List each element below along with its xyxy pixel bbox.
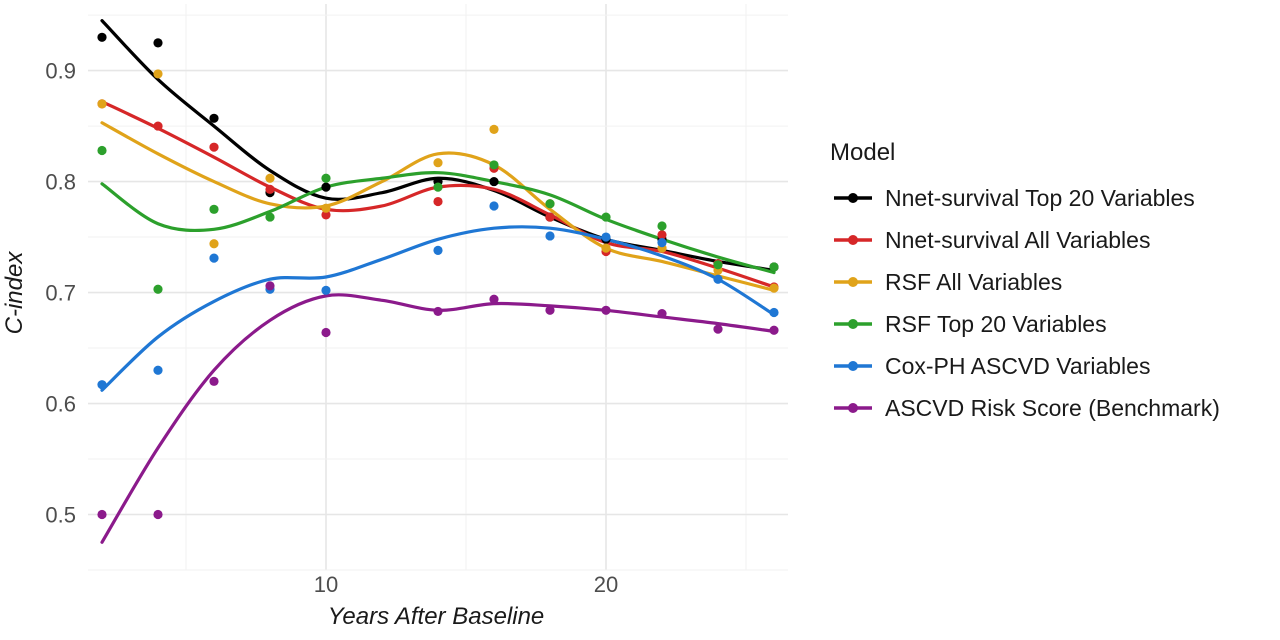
y-tick-label: 0.8: [45, 170, 76, 195]
data-point-series-5: [545, 305, 555, 315]
plot-grid: [88, 4, 788, 571]
data-point-series-5: [657, 309, 667, 319]
y-tick-label: 0.9: [45, 59, 76, 84]
legend-label: Nnet-survival All Variables: [885, 227, 1150, 253]
legend-key-point: [848, 319, 858, 329]
x-tick-label: 10: [314, 572, 338, 597]
data-point-series-3: [489, 160, 499, 170]
x-axis-ticks: 10 20: [314, 572, 618, 597]
legend-key-point: [848, 361, 858, 371]
data-point-series-5: [153, 509, 163, 520]
smooth-line-series-5: [100, 293, 776, 544]
legend-title: Model: [830, 139, 895, 166]
data-point-series-5: [265, 281, 275, 291]
data-point-series-1: [321, 210, 331, 220]
data-point-series-4: [489, 201, 499, 211]
data-point-series-1: [153, 121, 163, 131]
y-tick-label: 0.5: [45, 503, 76, 528]
data-point-series-4: [321, 285, 331, 295]
data-point-series-4: [713, 274, 723, 284]
data-point-series-3: [769, 262, 779, 272]
data-point-series-1: [209, 142, 219, 152]
legend-label: RSF Top 20 Variables: [885, 311, 1107, 337]
legend-key-point: [848, 403, 858, 413]
data-point-series-3: [545, 199, 555, 209]
legend: Model Nnet-survival Top 20 Variables Nnet…: [830, 139, 1220, 421]
x-tick-label: 20: [594, 572, 618, 597]
data-point-series-3: [153, 284, 163, 294]
data-point-series-4: [601, 232, 611, 242]
data-point-series-2: [209, 239, 219, 249]
data-point-series-0: [489, 176, 499, 187]
y-axis-ticks: 0.5 0.6 0.7 0.8 0.9: [45, 59, 76, 528]
legend-item: Nnet-survival All Variables: [834, 227, 1150, 253]
data-point-series-3: [265, 212, 275, 222]
data-point-series-4: [657, 238, 667, 248]
data-point-series-2: [153, 69, 163, 79]
data-point-series-4: [433, 245, 443, 255]
smooth-line-series-4: [100, 225, 776, 392]
legend-item: RSF Top 20 Variables: [834, 311, 1107, 337]
data-point-series-3: [321, 173, 331, 183]
data-point-series-2: [97, 99, 107, 109]
data-point-series-5: [601, 305, 611, 315]
data-point-series-2: [769, 283, 779, 293]
data-point-series-3: [97, 145, 107, 156]
data-point-series-4: [209, 253, 219, 263]
data-point-series-3: [601, 212, 611, 222]
data-point-series-5: [713, 324, 723, 334]
data-point-series-4: [153, 365, 163, 375]
data-point-series-2: [321, 203, 331, 213]
legend-key-point: [848, 277, 858, 287]
data-point-series-2: [433, 158, 443, 168]
legend-label: Cox-PH ASCVD Variables: [885, 353, 1150, 379]
data-point-series-0: [153, 38, 163, 48]
legend-label: ASCVD Risk Score (Benchmark): [885, 395, 1220, 421]
data-point-series-1: [657, 230, 667, 240]
data-point-series-4: [97, 380, 107, 390]
data-point-series-0: [321, 182, 331, 192]
legend-key-point: [848, 235, 858, 245]
data-point-series-2: [489, 124, 499, 135]
data-point-series-0: [209, 113, 219, 123]
data-point-series-4: [545, 231, 555, 241]
data-point-series-1: [265, 184, 275, 194]
legend-item: ASCVD Risk Score (Benchmark): [834, 395, 1220, 421]
data-points: [97, 32, 779, 520]
data-point-series-3: [433, 182, 443, 192]
legend-key-point: [848, 193, 858, 203]
data-point-series-5: [769, 325, 779, 335]
legend-item: Cox-PH ASCVD Variables: [834, 353, 1150, 379]
data-point-series-5: [321, 327, 331, 338]
smooth-line-series-2: [100, 121, 776, 292]
data-point-series-5: [97, 509, 107, 520]
y-tick-label: 0.7: [45, 281, 76, 306]
data-point-series-5: [489, 294, 499, 304]
data-point-series-5: [209, 376, 219, 386]
x-axis-title: Years After Baseline: [328, 603, 545, 630]
data-point-series-1: [545, 212, 555, 222]
data-point-series-2: [601, 243, 611, 253]
data-point-series-3: [209, 204, 219, 214]
legend-item: RSF All Variables: [834, 269, 1062, 295]
data-point-series-1: [433, 196, 443, 207]
data-point-series-5: [433, 306, 443, 317]
legend-label: RSF All Variables: [885, 269, 1062, 295]
data-point-series-4: [769, 307, 779, 318]
smooth-line-series-0: [100, 19, 776, 272]
y-tick-label: 0.6: [45, 392, 76, 417]
y-axis-title: C-index: [1, 251, 28, 335]
data-point-series-2: [265, 173, 275, 183]
data-point-series-3: [713, 260, 723, 270]
legend-label: Nnet-survival Top 20 Variables: [885, 185, 1195, 211]
legend-item: Nnet-survival Top 20 Variables: [834, 185, 1195, 211]
data-point-series-0: [97, 32, 107, 42]
smooth-lines: [100, 19, 776, 544]
data-point-series-3: [657, 221, 667, 231]
